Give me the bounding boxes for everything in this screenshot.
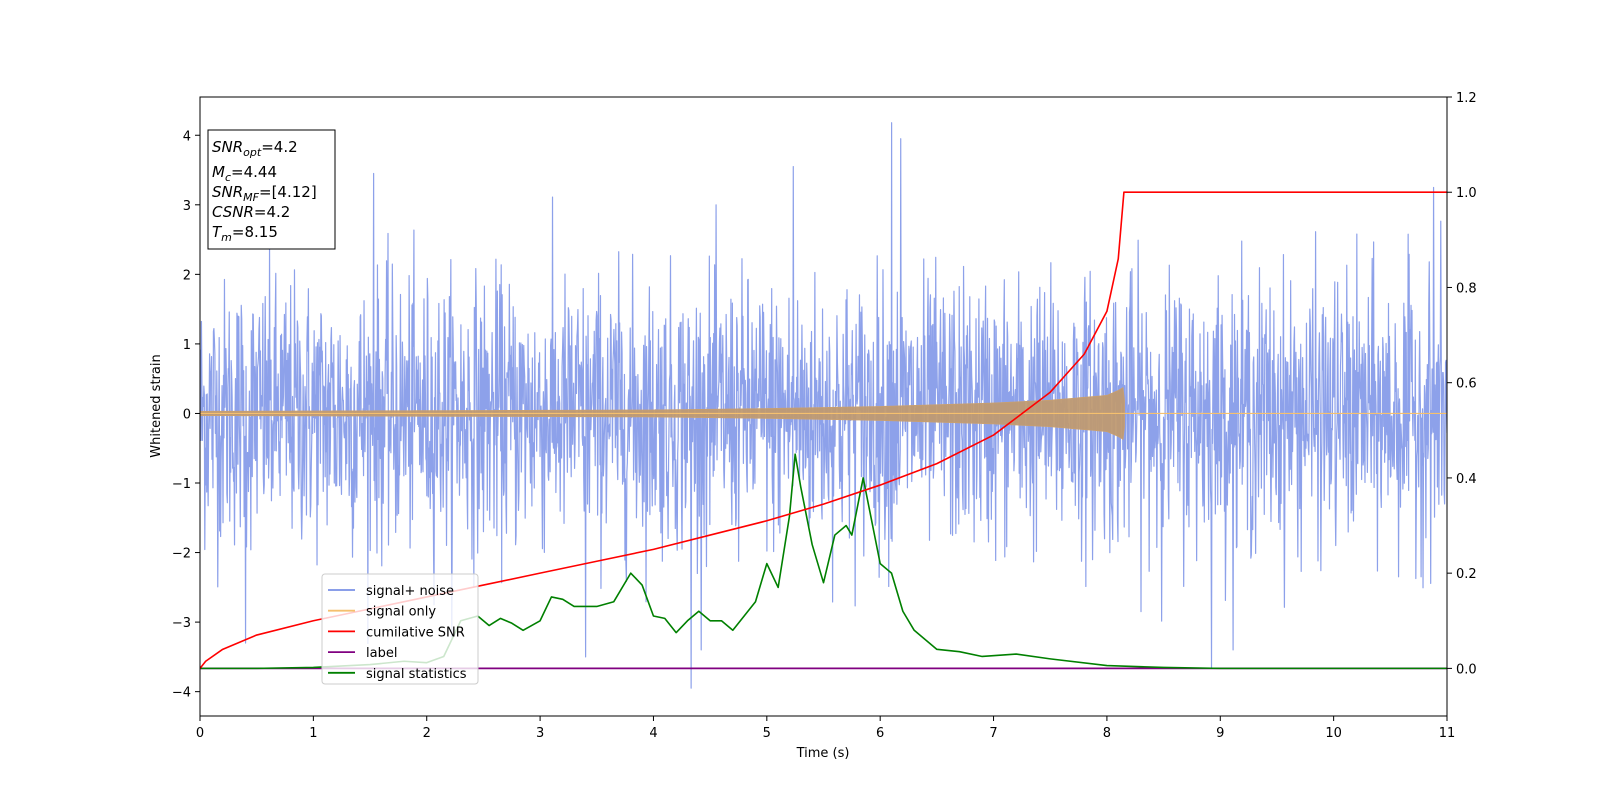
legend-label: signal statistics — [366, 667, 467, 682]
signal-noise-line — [200, 122, 1447, 689]
y2-tick-label: 0.0 — [1456, 662, 1477, 677]
info-box-line: Tm=8.15 — [212, 223, 278, 244]
x-axis-ticks: 0 1 2 3 4 5 6 7 8 9 10 11 — [196, 716, 1455, 741]
signal-statistics-line — [200, 453, 1447, 670]
y-tick-label: −1 — [172, 477, 191, 492]
info-box-frame — [207, 129, 336, 250]
x-tick-label: 7 — [989, 726, 997, 741]
info-box-line: SNRopt=4.2 — [212, 138, 298, 159]
x-axis-label: Time (s) — [796, 746, 850, 761]
x-tick-label: 0 — [196, 726, 204, 741]
y-tick-label: −4 — [172, 686, 191, 701]
x-tick-label: 5 — [763, 726, 771, 741]
info-box-line: SNRMF=[4.12] — [212, 183, 317, 204]
info-box-line: Mc=4.44 — [212, 163, 277, 184]
x-tick-label: 8 — [1103, 726, 1111, 741]
y2-axis-ticks: 1.2 1.0 0.8 0.6 0.4 0.2 0.0 — [1447, 91, 1477, 677]
y-axis-ticks: 4 3 2 1 0 −1 −2 −3 −4 — [172, 129, 200, 701]
x-tick-label: 4 — [649, 726, 657, 741]
x-tick-label: 1 — [309, 726, 317, 741]
x-tick-label: 2 — [423, 726, 431, 741]
y-tick-label: 1 — [183, 338, 191, 353]
y-axis-label: Whitened strain — [149, 354, 164, 457]
y2-tick-label: 0.4 — [1456, 472, 1477, 487]
info-box-line: CSNR=4.2 — [212, 203, 290, 221]
signal-noise-series — [200, 122, 1447, 689]
x-tick-label: 6 — [876, 726, 884, 741]
axes-frame — [199, 96, 1448, 717]
legend-label: signal only — [366, 605, 436, 620]
cumilative-snr-line — [200, 191, 1447, 669]
x-tick-label: 11 — [1439, 726, 1456, 741]
x-tick-label: 9 — [1216, 726, 1224, 741]
y-tick-label: 0 — [183, 407, 191, 422]
legend-label: label — [366, 646, 397, 661]
y-tick-label: 2 — [183, 268, 191, 283]
legend: signal+ noise signal only cumilative SNR la… — [321, 573, 479, 685]
y2-tick-label: 0.2 — [1456, 567, 1477, 582]
y-tick-label: −2 — [172, 547, 191, 562]
x-tick-label: 10 — [1325, 726, 1342, 741]
y2-tick-label: 0.8 — [1456, 281, 1477, 296]
y-tick-label: 4 — [183, 129, 191, 144]
legend-frame — [321, 573, 479, 685]
legend-label: cumilative SNR — [366, 625, 465, 640]
legend-label: signal+ noise — [366, 584, 454, 599]
y2-tick-label: 1.2 — [1456, 91, 1477, 106]
y-tick-label: 3 — [183, 199, 191, 214]
x-tick-label: 3 — [536, 726, 544, 741]
y2-tick-label: 1.0 — [1456, 186, 1477, 201]
y-tick-label: −3 — [172, 616, 191, 631]
signal-only-series — [200, 386, 1447, 440]
y2-tick-label: 0.6 — [1456, 377, 1477, 392]
